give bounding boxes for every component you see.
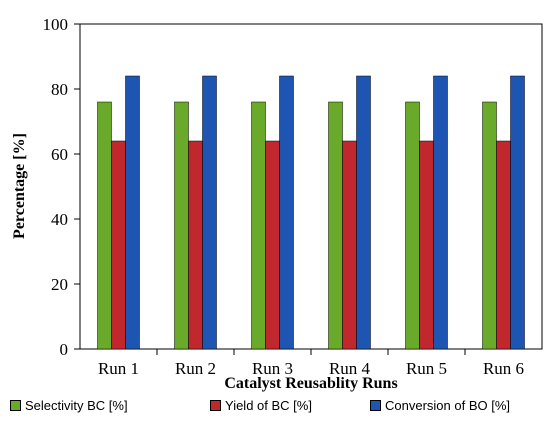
bar-yield-run-1 — [111, 140, 126, 350]
x-tick-label: Run 3 — [252, 359, 293, 378]
legend-label-selectivity: Selectivity BC [%] — [25, 398, 128, 413]
y-tick-label: 60 — [51, 145, 68, 164]
bar-selectivity-run-2 — [174, 101, 189, 350]
y-axis-label: Percentage [%] — [11, 133, 28, 239]
bar-selectivity-run-5 — [405, 101, 420, 350]
bar-conversion-run-1 — [125, 75, 140, 350]
bar-conversion-run-3 — [279, 75, 294, 350]
bar-yield-run-5 — [419, 140, 434, 350]
x-axis-label: Catalyst Reusablity Runs — [224, 375, 397, 392]
legend-label-conversion: Conversion of BO [%] — [385, 398, 510, 413]
bar-selectivity-run-6 — [482, 101, 497, 350]
bar-conversion-run-6 — [510, 75, 525, 350]
legend-item-selectivity: Selectivity BC [%] — [10, 398, 128, 413]
legend-swatch-conversion — [370, 400, 381, 411]
y-tick-label: 80 — [51, 80, 68, 99]
bar-selectivity-run-4 — [328, 101, 343, 350]
x-tick-label: Run 5 — [406, 359, 447, 378]
plot-area-frame — [79, 23, 543, 350]
bar-yield-run-3 — [265, 140, 280, 350]
bar-yield-run-6 — [496, 140, 511, 350]
bar-yield-run-4 — [342, 140, 357, 350]
legend-swatch-yield — [210, 400, 221, 411]
y-tick-label: 20 — [51, 275, 68, 294]
legend-item-conversion: Conversion of BO [%] — [370, 398, 510, 413]
y-tick-label: 0 — [60, 340, 69, 359]
bar-conversion-run-4 — [356, 75, 371, 350]
y-tick-label: 100 — [43, 15, 69, 34]
legend-label-yield: Yield of BC [%] — [225, 398, 312, 413]
x-tick-label: Run 2 — [175, 359, 216, 378]
bar-selectivity-run-3 — [251, 101, 266, 350]
bar-conversion-run-5 — [433, 75, 448, 350]
legend: Selectivity BC [%] Yield of BC [%] Conve… — [0, 398, 552, 418]
x-tick-label: Run 1 — [98, 359, 139, 378]
legend-swatch-selectivity — [10, 400, 21, 411]
bar-conversion-run-2 — [202, 75, 217, 350]
legend-item-yield: Yield of BC [%] — [210, 398, 312, 413]
x-tick-label: Run 4 — [329, 359, 371, 378]
x-tick-label: Run 6 — [483, 359, 524, 378]
bar-yield-run-2 — [188, 140, 203, 350]
y-tick-label: 40 — [51, 210, 68, 229]
bar-selectivity-run-1 — [97, 101, 112, 350]
